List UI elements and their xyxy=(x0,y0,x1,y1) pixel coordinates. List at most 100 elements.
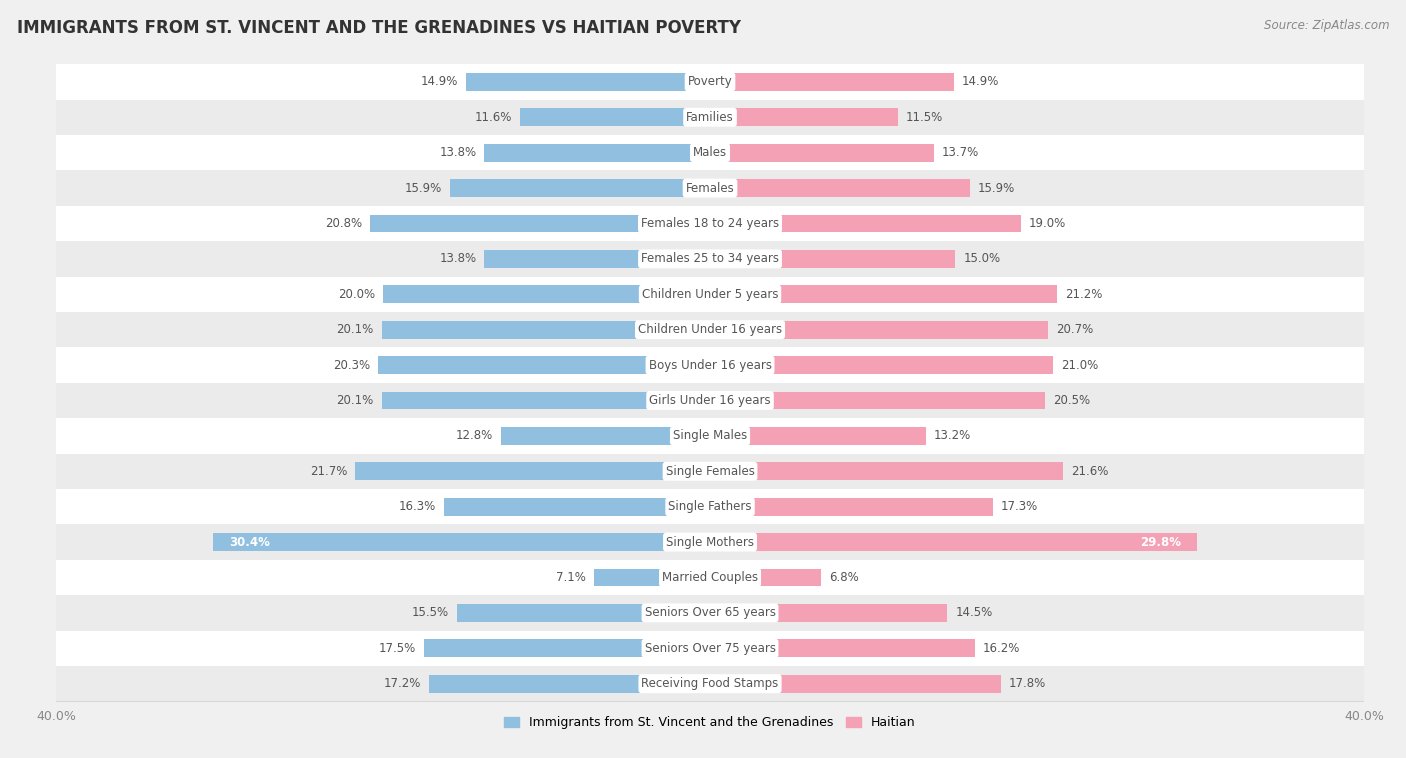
Bar xyxy=(485,144,710,161)
Text: 20.7%: 20.7% xyxy=(1056,323,1094,337)
Text: 15.5%: 15.5% xyxy=(412,606,449,619)
Bar xyxy=(710,108,898,126)
Bar xyxy=(56,64,1364,99)
Bar xyxy=(710,427,925,445)
Text: 21.6%: 21.6% xyxy=(1071,465,1108,478)
Bar xyxy=(429,675,710,693)
Bar xyxy=(710,321,1049,339)
Bar xyxy=(356,462,710,480)
Text: 12.8%: 12.8% xyxy=(456,429,492,443)
Text: 20.3%: 20.3% xyxy=(333,359,370,371)
Bar xyxy=(56,312,1364,347)
Bar xyxy=(710,392,1045,409)
Text: 20.0%: 20.0% xyxy=(337,288,375,301)
Bar xyxy=(710,356,1053,374)
Text: 6.8%: 6.8% xyxy=(830,571,859,584)
Text: Single Females: Single Females xyxy=(665,465,755,478)
Text: 15.9%: 15.9% xyxy=(979,182,1015,195)
Text: Source: ZipAtlas.com: Source: ZipAtlas.com xyxy=(1264,19,1389,32)
Bar xyxy=(710,462,1063,480)
Bar xyxy=(370,215,710,233)
Bar xyxy=(381,321,710,339)
Text: 19.0%: 19.0% xyxy=(1029,217,1066,230)
Text: 21.0%: 21.0% xyxy=(1062,359,1098,371)
Bar xyxy=(56,99,1364,135)
Text: 21.2%: 21.2% xyxy=(1064,288,1102,301)
Text: 16.3%: 16.3% xyxy=(398,500,436,513)
Text: Receiving Food Stamps: Receiving Food Stamps xyxy=(641,677,779,691)
Bar xyxy=(56,135,1364,171)
Bar xyxy=(710,73,953,91)
Bar xyxy=(467,73,710,91)
Text: Single Fathers: Single Fathers xyxy=(668,500,752,513)
Bar xyxy=(56,489,1364,525)
Bar xyxy=(56,666,1364,701)
Bar xyxy=(501,427,710,445)
Bar xyxy=(56,631,1364,666)
Text: Children Under 16 years: Children Under 16 years xyxy=(638,323,782,337)
Bar xyxy=(710,179,970,197)
Bar xyxy=(425,640,710,657)
Bar xyxy=(710,215,1021,233)
Text: Girls Under 16 years: Girls Under 16 years xyxy=(650,394,770,407)
Text: 29.8%: 29.8% xyxy=(1140,536,1181,549)
Text: 14.9%: 14.9% xyxy=(962,75,1000,89)
Bar xyxy=(710,640,974,657)
Bar xyxy=(56,525,1364,560)
Text: Single Mothers: Single Mothers xyxy=(666,536,754,549)
Text: Females 25 to 34 years: Females 25 to 34 years xyxy=(641,252,779,265)
Text: Males: Males xyxy=(693,146,727,159)
Bar xyxy=(710,568,821,587)
Text: IMMIGRANTS FROM ST. VINCENT AND THE GRENADINES VS HAITIAN POVERTY: IMMIGRANTS FROM ST. VINCENT AND THE GREN… xyxy=(17,19,741,37)
Text: 20.1%: 20.1% xyxy=(336,394,374,407)
Text: 15.0%: 15.0% xyxy=(963,252,1001,265)
Bar xyxy=(710,286,1056,303)
Text: Seniors Over 65 years: Seniors Over 65 years xyxy=(644,606,776,619)
Bar xyxy=(56,171,1364,205)
Text: Children Under 5 years: Children Under 5 years xyxy=(641,288,779,301)
Bar xyxy=(56,560,1364,595)
Text: 30.4%: 30.4% xyxy=(229,536,270,549)
Text: Poverty: Poverty xyxy=(688,75,733,89)
Text: 13.7%: 13.7% xyxy=(942,146,980,159)
Bar xyxy=(56,418,1364,453)
Text: 20.5%: 20.5% xyxy=(1053,394,1091,407)
Text: 14.5%: 14.5% xyxy=(955,606,993,619)
Text: Married Couples: Married Couples xyxy=(662,571,758,584)
Bar xyxy=(710,675,1001,693)
Bar xyxy=(710,533,1197,551)
Bar xyxy=(56,205,1364,241)
Bar xyxy=(710,144,934,161)
Text: Single Males: Single Males xyxy=(673,429,747,443)
Text: 20.1%: 20.1% xyxy=(336,323,374,337)
Text: Females 18 to 24 years: Females 18 to 24 years xyxy=(641,217,779,230)
Bar xyxy=(56,241,1364,277)
Text: 17.5%: 17.5% xyxy=(378,642,416,655)
Bar xyxy=(710,604,948,622)
Text: Families: Families xyxy=(686,111,734,124)
Text: 16.2%: 16.2% xyxy=(983,642,1021,655)
Bar xyxy=(710,250,955,268)
Text: 13.2%: 13.2% xyxy=(934,429,972,443)
Text: 13.8%: 13.8% xyxy=(439,252,477,265)
Text: 13.8%: 13.8% xyxy=(439,146,477,159)
Legend: Immigrants from St. Vincent and the Grenadines, Haitian: Immigrants from St. Vincent and the Gren… xyxy=(499,711,921,735)
Text: Females: Females xyxy=(686,182,734,195)
Text: 14.9%: 14.9% xyxy=(420,75,458,89)
Bar xyxy=(382,286,710,303)
Bar xyxy=(520,108,710,126)
Bar xyxy=(710,498,993,515)
Text: 15.9%: 15.9% xyxy=(405,182,441,195)
Bar xyxy=(381,392,710,409)
Bar xyxy=(56,347,1364,383)
Bar xyxy=(378,356,710,374)
Text: 21.7%: 21.7% xyxy=(309,465,347,478)
Text: 11.5%: 11.5% xyxy=(905,111,943,124)
Bar xyxy=(444,498,710,515)
Bar xyxy=(56,277,1364,312)
Text: 7.1%: 7.1% xyxy=(555,571,586,584)
Text: 11.6%: 11.6% xyxy=(475,111,512,124)
Text: 17.8%: 17.8% xyxy=(1010,677,1046,691)
Text: 17.3%: 17.3% xyxy=(1001,500,1038,513)
Bar xyxy=(485,250,710,268)
